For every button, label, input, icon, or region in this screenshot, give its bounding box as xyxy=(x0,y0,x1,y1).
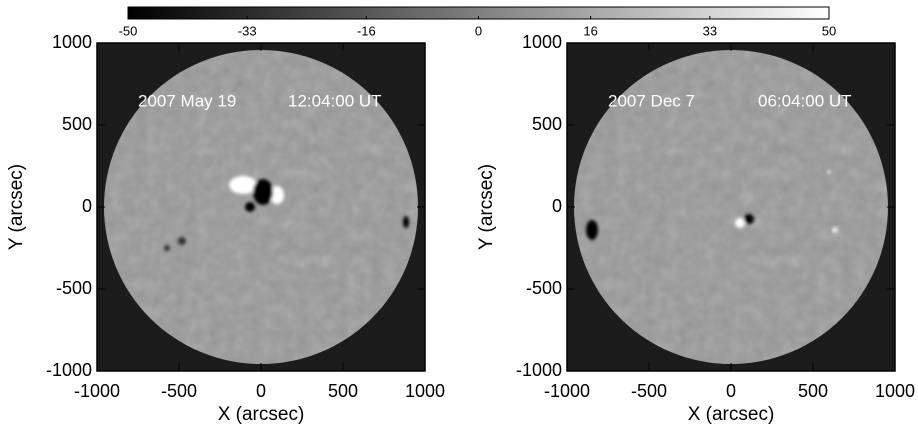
colorbar-tick-label: -33 xyxy=(238,23,257,38)
annotation: 06:04:00 UT xyxy=(758,91,852,110)
colorbar-tick-label: -16 xyxy=(357,23,376,38)
magnetogram xyxy=(567,43,895,371)
positive-polarity xyxy=(832,227,838,233)
x-tick-label: 500 xyxy=(328,381,358,401)
negative-polarity xyxy=(744,214,754,224)
annotation: 2007 Dec 7 xyxy=(608,91,695,110)
colorbar-tick-label: 16 xyxy=(583,23,597,38)
x-tick-label: 0 xyxy=(256,381,266,401)
x-tick-label: -500 xyxy=(631,381,667,401)
positive-polarity xyxy=(735,218,745,228)
y-tick-label: -500 xyxy=(526,278,562,298)
x-axis-label: X (arcsec) xyxy=(688,404,775,425)
negative-polarity xyxy=(245,202,255,212)
annotation: 12:04:00 UT xyxy=(288,91,382,110)
x-tick-label: 1000 xyxy=(405,381,445,401)
y-tick-label: -1000 xyxy=(46,360,92,380)
positive-polarity xyxy=(229,176,257,194)
y-axis-label: Y (arcsec) xyxy=(6,164,27,250)
negative-polarity xyxy=(178,237,186,245)
disk-texture xyxy=(574,50,888,364)
x-tick-label: 0 xyxy=(726,381,736,401)
y-tick-label: 1000 xyxy=(52,32,92,52)
annotation: 2007 May 19 xyxy=(138,91,236,110)
x-tick-label: 1000 xyxy=(875,381,915,401)
positive-polarity xyxy=(827,170,831,174)
x-tick-label: -1000 xyxy=(544,381,590,401)
y-axis-label: Y (arcsec) xyxy=(476,164,497,250)
x-axis-label: X (arcsec) xyxy=(218,404,305,425)
y-tick-label: 0 xyxy=(552,196,562,216)
active-region xyxy=(586,170,838,240)
x-tick-label: 500 xyxy=(798,381,828,401)
colorbar-tick-label: 50 xyxy=(822,23,836,38)
active-region xyxy=(164,176,409,251)
y-tick-label: -1000 xyxy=(516,360,562,380)
x-tick-label: -500 xyxy=(161,381,197,401)
y-tick-label: 500 xyxy=(532,114,562,134)
magnetogram xyxy=(97,43,425,371)
disk-texture xyxy=(104,50,418,364)
colorbar-tick-label: 33 xyxy=(703,23,717,38)
positive-polarity xyxy=(270,186,284,204)
y-tick-label: 1000 xyxy=(522,32,562,52)
negative-polarity xyxy=(586,220,598,240)
negative-polarity xyxy=(403,216,409,228)
y-tick-label: -500 xyxy=(56,278,92,298)
negative-polarity xyxy=(253,179,273,205)
negative-polarity xyxy=(164,245,170,251)
colorbar-tick-label: 0 xyxy=(475,23,482,38)
colorbar-tick-label: -50 xyxy=(119,23,138,38)
y-tick-label: 500 xyxy=(62,114,92,134)
y-tick-label: 0 xyxy=(82,196,92,216)
x-tick-label: -1000 xyxy=(74,381,120,401)
